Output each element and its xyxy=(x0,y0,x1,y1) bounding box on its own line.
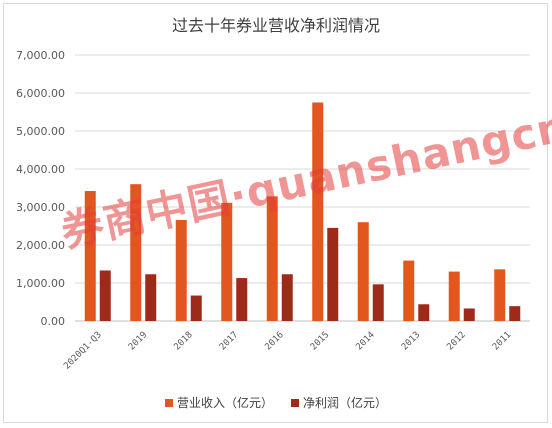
x-tick-label: 2013 xyxy=(400,330,422,352)
x-tick-label: 2012 xyxy=(445,330,467,352)
y-tick-label: 1,000.00 xyxy=(16,277,65,290)
x-tick-label: 2011 xyxy=(491,330,513,352)
y-tick-label: 6,000.00 xyxy=(16,87,65,100)
x-tick-label: 2019 xyxy=(127,330,149,352)
bar-profit xyxy=(418,304,430,321)
bar-revenue xyxy=(403,260,415,321)
bar-profit xyxy=(327,227,339,321)
x-tick-label: 2016 xyxy=(263,330,285,352)
legend-label-revenue: 营业收入（亿元） xyxy=(176,396,273,410)
y-tick-label: 4,000.00 xyxy=(16,163,65,176)
y-tick-label: 7,000.00 xyxy=(16,49,65,62)
bar-profit xyxy=(509,306,521,321)
bar-revenue xyxy=(266,196,278,321)
legend-item-profit: 净利润（亿元） xyxy=(291,394,387,411)
y-tick-label: 5,000.00 xyxy=(16,125,65,138)
y-tick-label: 2,000.00 xyxy=(16,239,65,252)
bar-profit xyxy=(372,284,384,321)
legend-swatch-revenue xyxy=(164,398,173,407)
legend-swatch-profit xyxy=(291,398,299,407)
x-tick-label: 2020Q1-Q3 xyxy=(62,330,104,372)
bar-revenue xyxy=(221,202,233,321)
y-tick-label: 3,000.00 xyxy=(16,201,65,214)
bar-profit xyxy=(236,278,248,321)
bar-revenue xyxy=(448,271,460,321)
bar-profit xyxy=(281,274,293,321)
bar-profit xyxy=(145,274,157,321)
x-tick-label: 2014 xyxy=(354,330,376,352)
chart-title: 过去十年券业营收净利润情况 xyxy=(171,16,380,35)
bar-revenue xyxy=(175,219,187,321)
bar-profit xyxy=(463,308,475,321)
bar-revenue xyxy=(84,191,96,321)
bar-revenue xyxy=(357,222,369,321)
bar-revenue xyxy=(130,184,142,321)
x-tick-label: 2018 xyxy=(172,330,194,352)
bar-profit xyxy=(190,295,202,321)
bar-revenue xyxy=(312,102,324,321)
bar-profit xyxy=(99,270,111,321)
legend-label-profit: 净利润（亿元） xyxy=(303,396,388,410)
x-tick-label: 2017 xyxy=(218,330,240,352)
x-tick-label: 2015 xyxy=(309,330,331,352)
chart-legend: 营业收入（亿元） 净利润（亿元） xyxy=(0,394,552,411)
bar-revenue xyxy=(494,269,506,321)
legend-item-revenue: 营业收入（亿元） xyxy=(164,394,273,411)
y-tick-label: 0.00 xyxy=(41,315,66,328)
